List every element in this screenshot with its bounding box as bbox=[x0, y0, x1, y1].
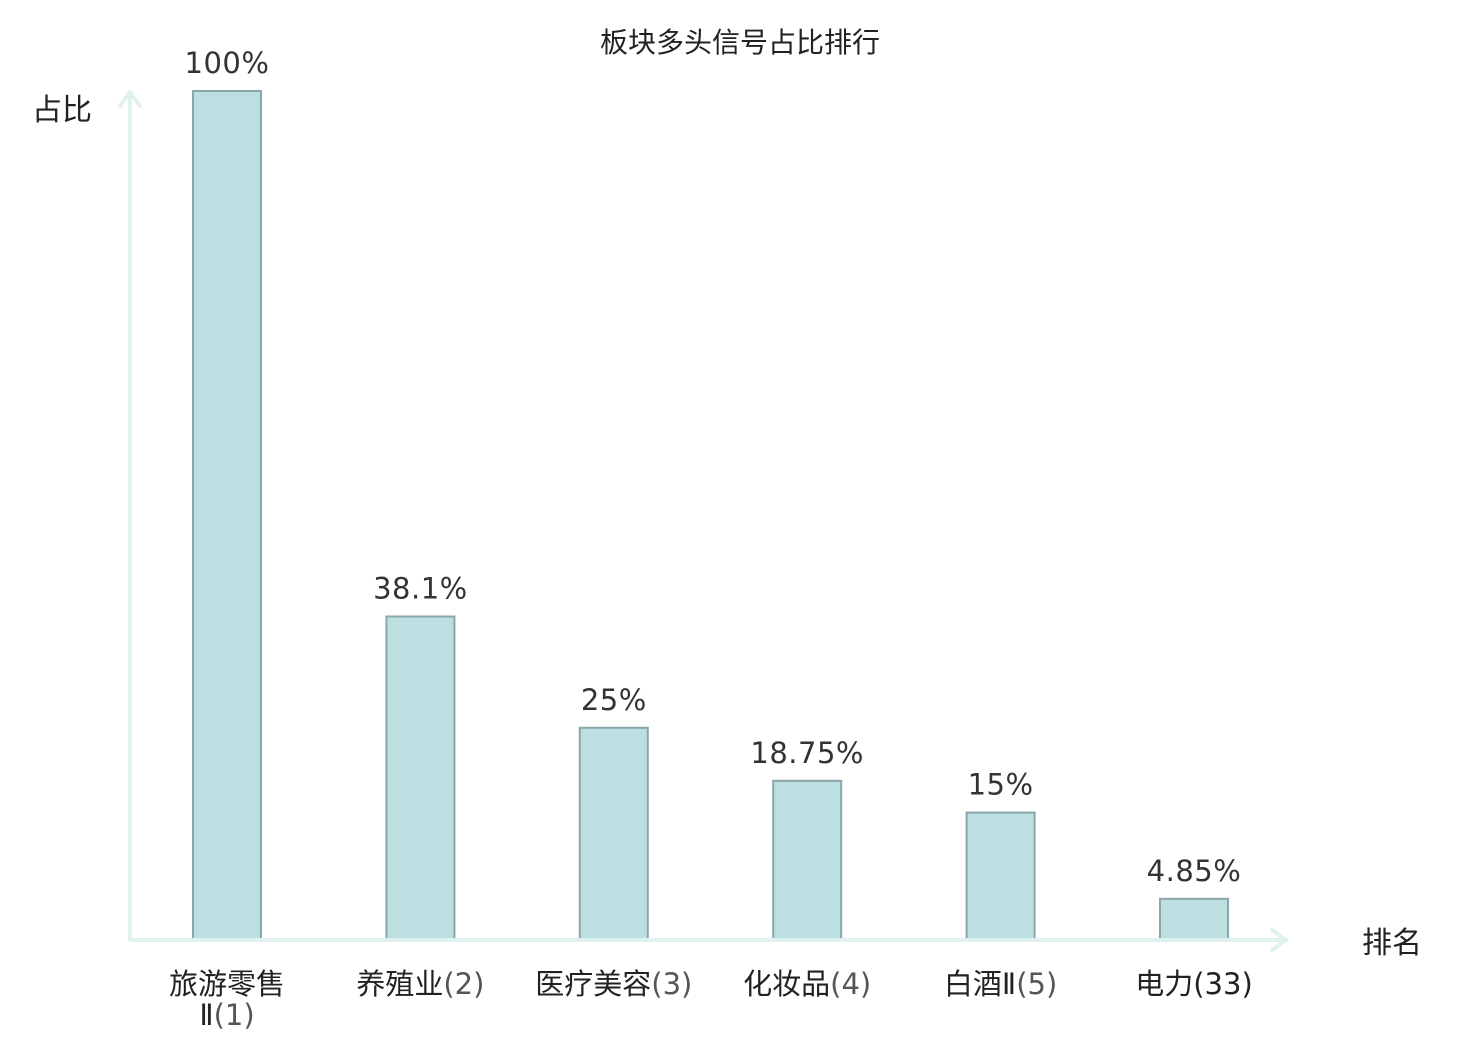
value-labels-layer: 100% 38.1% 25% 18.75% 15% 4.85% bbox=[185, 46, 1242, 888]
axes bbox=[118, 90, 1288, 952]
chart-title: 板块多头信号占比排行 bbox=[600, 26, 880, 59]
bar-value-label: 18.75% bbox=[750, 736, 864, 770]
x-tick-label-line: 旅游零售 bbox=[169, 967, 285, 1001]
bar-value-label: 38.1% bbox=[373, 572, 468, 606]
category-labels-layer: 旅游零售 Ⅱ(1) 养殖业(2) 医疗美容(3) 化妆品(4) 白酒Ⅱ(5) 电力(33) bbox=[169, 967, 1253, 1032]
bar-value-label: 15% bbox=[968, 768, 1034, 802]
x-axis-title: 排名 bbox=[1362, 926, 1422, 961]
bar bbox=[965, 811, 1036, 941]
bar-value-label: 4.85% bbox=[1147, 854, 1242, 888]
bar bbox=[578, 726, 649, 942]
bars-layer bbox=[192, 90, 1229, 942]
x-tick-label: 养殖业(2) bbox=[356, 967, 484, 1001]
bar-value-label: 25% bbox=[581, 683, 647, 717]
x-tick-rank: (33) bbox=[1193, 967, 1253, 1001]
x-tick-label-suffix: Ⅱ bbox=[199, 998, 213, 1032]
x-tick-name: 白酒Ⅱ bbox=[944, 967, 1016, 1001]
x-tick-label: 医疗美容(3) bbox=[535, 967, 692, 1001]
x-tick-label: 化妆品(4) bbox=[743, 967, 871, 1001]
bar bbox=[192, 90, 262, 941]
x-tick-name: 养殖业 bbox=[356, 967, 443, 1001]
x-tick-name: 化妆品 bbox=[743, 967, 830, 1001]
x-tick-rank: (4) bbox=[830, 967, 871, 1001]
x-axis-arrow-icon bbox=[1270, 928, 1288, 952]
x-tick-label: 电力(33) bbox=[1135, 967, 1253, 1001]
bar bbox=[1159, 897, 1229, 941]
x-tick-rank: (2) bbox=[443, 967, 484, 1001]
x-tick-name: 医疗美容 bbox=[535, 967, 651, 1001]
x-tick-rank: (3) bbox=[651, 967, 692, 1001]
bar bbox=[385, 615, 456, 941]
x-tick-name: 电力 bbox=[1135, 967, 1193, 1001]
x-tick-label: 旅游零售 Ⅱ(1) bbox=[169, 967, 285, 1032]
bar bbox=[772, 779, 843, 941]
x-tick-rank: (1) bbox=[214, 998, 255, 1032]
y-axis-title: 占比 bbox=[32, 93, 92, 128]
x-tick-rank: (5) bbox=[1016, 967, 1057, 1001]
bar-value-label: 100% bbox=[185, 46, 270, 80]
x-tick-label-line: Ⅱ(1) bbox=[199, 998, 254, 1032]
y-axis-arrow-icon bbox=[118, 90, 142, 108]
x-tick-label: 白酒Ⅱ(5) bbox=[944, 967, 1057, 1001]
